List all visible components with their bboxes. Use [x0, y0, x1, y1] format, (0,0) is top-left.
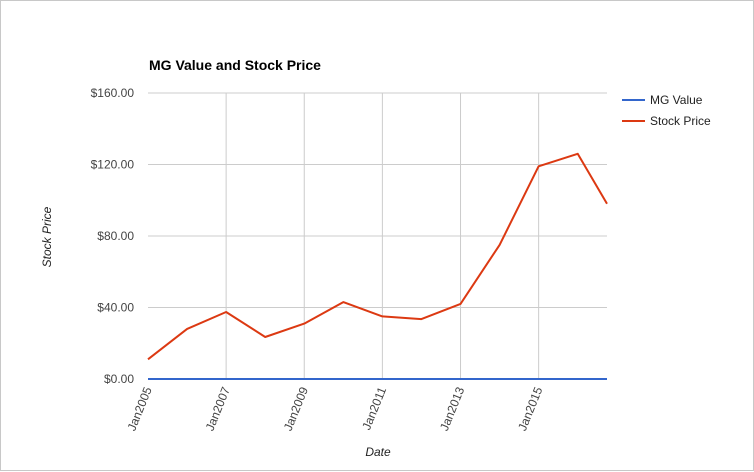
legend-item-mg-value: MG Value	[622, 93, 703, 107]
y-tick-label: $120.00	[91, 158, 135, 172]
y-tick-label: $40.00	[97, 301, 134, 315]
legend-label: MG Value	[650, 93, 703, 107]
x-tick-label: Jan2009	[281, 385, 311, 433]
series-line-stock-price	[147, 152, 608, 361]
legend-label: Stock Price	[650, 114, 711, 128]
chart-title: MG Value and Stock Price	[149, 57, 321, 73]
legend: MG Value Stock Price	[622, 93, 711, 128]
x-tick-label: Jan2005	[125, 385, 155, 433]
y-axis-title: Stock Price	[40, 206, 54, 267]
x-tick-label: Jan2007	[203, 385, 233, 433]
y-tick-label: $160.00	[91, 86, 135, 100]
y-axis-ticks: $0.00 $40.00 $80.00 $120.00 $160.00	[91, 86, 135, 386]
x-tick-label: Jan2013	[437, 385, 467, 433]
series-lines	[147, 152, 608, 380]
x-axis-title: Date	[365, 445, 391, 459]
grid-lines	[148, 92, 607, 380]
x-tick-label: Jan2015	[515, 385, 545, 433]
y-tick-label: $0.00	[104, 372, 134, 386]
y-tick-label: $80.00	[97, 229, 134, 243]
x-tick-label: Jan2011	[359, 385, 389, 432]
x-axis-ticks: Jan2005 Jan2007 Jan2009 Jan2011 Jan2013 Jan20…	[125, 385, 546, 433]
legend-item-stock-price: Stock Price	[622, 114, 711, 128]
